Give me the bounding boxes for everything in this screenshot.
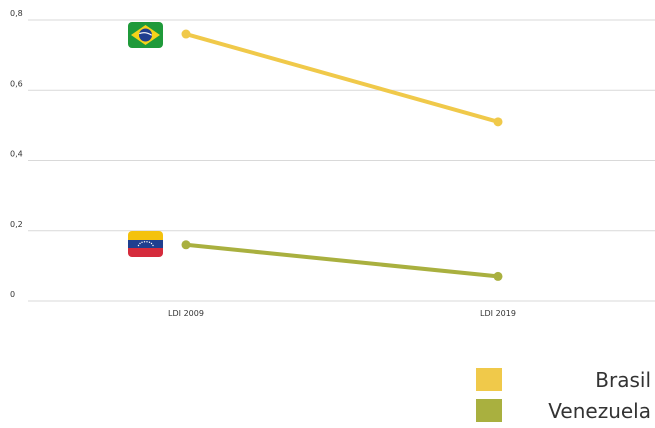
legend-label-brasil: Brasil	[595, 368, 651, 392]
legend-swatch-venezuela	[476, 399, 502, 422]
data-point-venezuela	[181, 240, 191, 250]
y-tick-label: 0	[10, 290, 15, 299]
brazil-flag-icon	[128, 22, 163, 48]
y-tick-label: 0,8	[10, 9, 23, 18]
gridlines	[28, 19, 655, 302]
legend-swatch-brasil	[476, 368, 502, 391]
y-tick-label: 0,4	[10, 150, 23, 159]
y-tick-label: 0,2	[10, 220, 23, 229]
legend-item-brasil: Brasil	[476, 366, 651, 397]
data-point-brasil	[181, 29, 191, 39]
legend-item-venezuela: Venezuela	[476, 397, 651, 428]
x-tick-label: LDI 2019	[480, 309, 516, 318]
data-point-brasil	[493, 117, 503, 127]
legend-label-venezuela: Venezuela	[548, 399, 651, 423]
data-point-venezuela	[493, 271, 503, 281]
x-tick-label: LDI 2009	[168, 309, 204, 318]
x-axis-ticks: LDI 2009 LDI 2019	[168, 309, 516, 318]
legend: Brasil Venezuela	[476, 366, 651, 428]
venezuela-flag-icon	[128, 231, 163, 257]
series-lines	[181, 29, 503, 281]
series-line-brasil	[184, 32, 500, 124]
series-line-venezuela	[184, 242, 500, 279]
y-axis-ticks: 0 0,2 0,4 0,6 0,8	[10, 9, 23, 299]
y-tick-label: 0,6	[10, 79, 23, 88]
